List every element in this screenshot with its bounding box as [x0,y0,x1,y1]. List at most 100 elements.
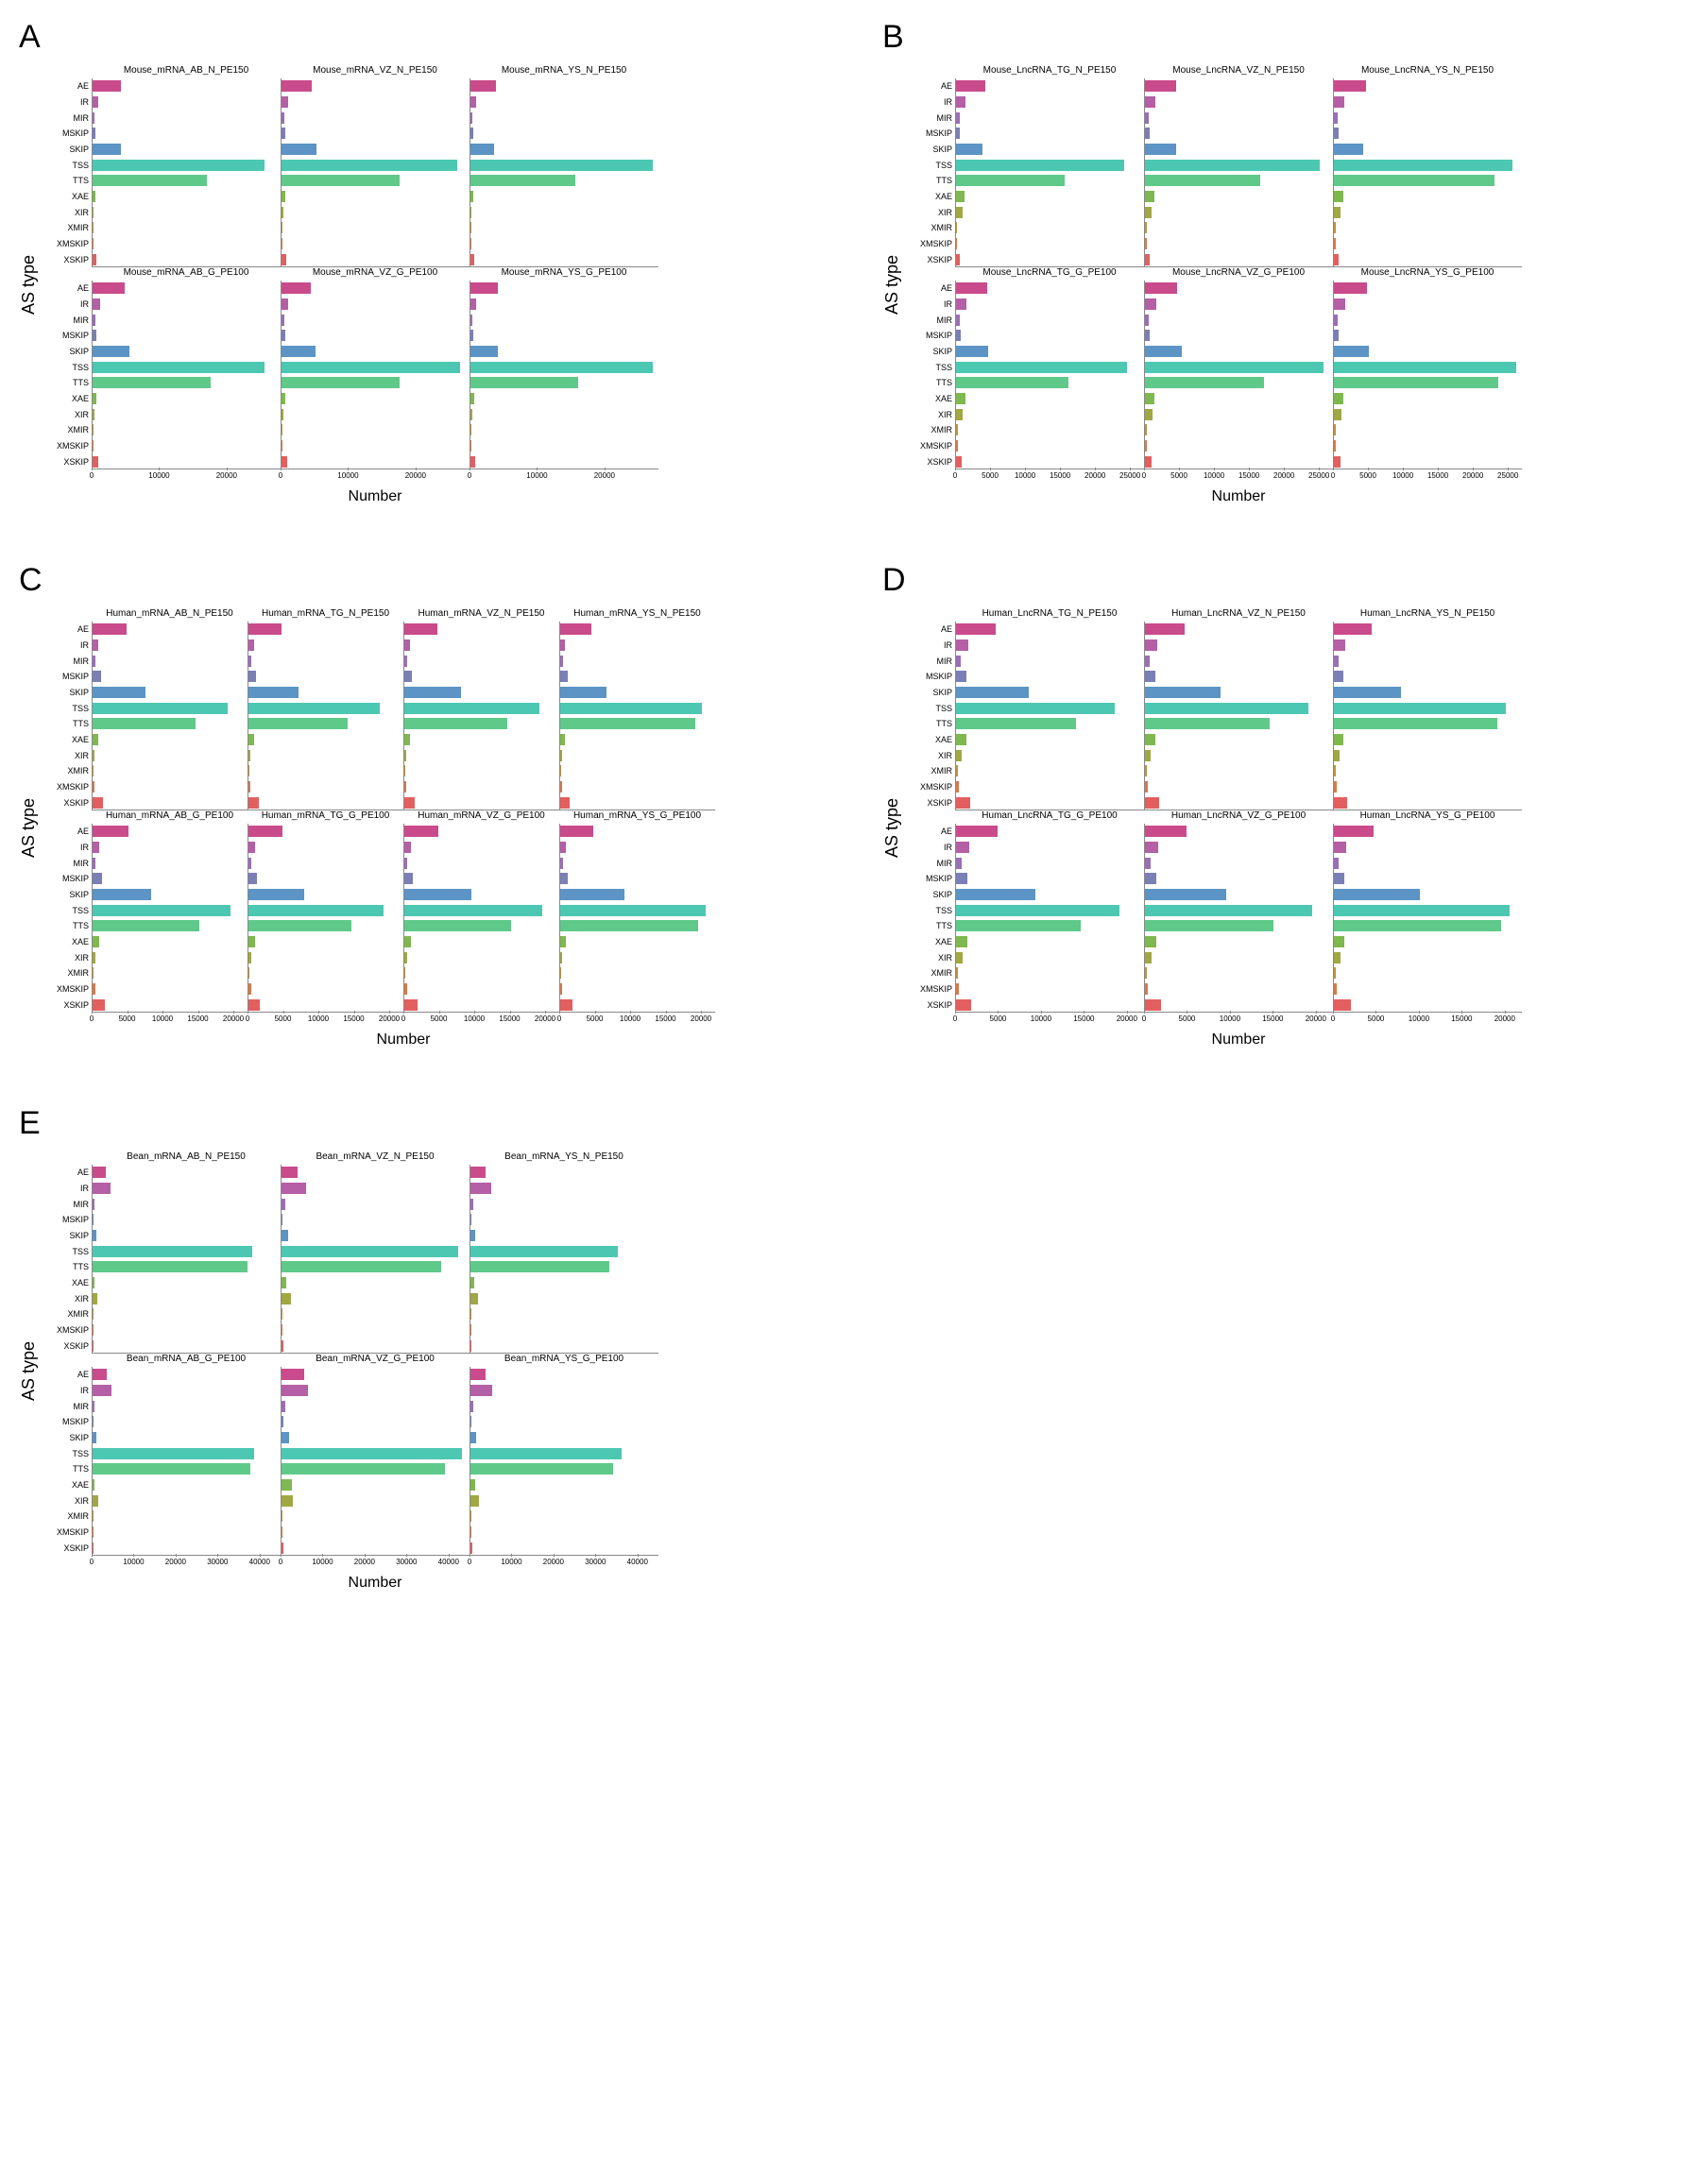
category-row: IR [282,1181,470,1197]
subplot-title: Mouse_mRNA_AB_N_PE150 [92,65,281,78]
plot-area: AEIRMIRMSKIPSKIPTSSTTSXAEXIRXMIRXMSKIPXS… [1333,622,1522,810]
subplot: Bean_mRNA_VZ_N_PE150AEIRMIRMSKIPSKIPTSST… [281,1151,470,1354]
category-row: XAE [470,1275,658,1291]
subplot-title: Bean_mRNA_AB_G_PE100 [92,1354,281,1367]
category-row: AE [93,824,248,840]
category-row: IR [1145,297,1333,313]
category-row: TSS [560,902,715,918]
bar [282,393,285,404]
category-row: MIR [1145,110,1333,126]
category-label: XMIR [68,223,94,232]
x-tick-label: 5000 [275,1014,292,1023]
category-label: XMSKIP [57,239,93,248]
category-row: IR [1145,840,1333,856]
category-row: TTS [282,1461,470,1477]
bar [956,330,961,341]
category-row: XIR [93,406,281,422]
plot-area: AEIRMIRMSKIPSKIPTSSTTSXAEXIRXMIRXMSKIPXS… [470,1165,658,1354]
category-row: XIR [956,747,1144,763]
x-tick-label: 20000 [535,1014,555,1023]
category-label: TSS [72,1247,93,1256]
category-row: XMIR [404,965,559,981]
bar [1145,750,1151,761]
category-row: IR [1334,638,1522,654]
subplot-title: Human_mRNA_VZ_N_PE150 [403,608,559,622]
category-row: IR [93,94,281,111]
bar [470,128,473,139]
category-row: XMSKIP [248,779,403,795]
bar [470,1199,473,1210]
category-row: XMIR [956,220,1144,236]
category-row: XIR [1145,747,1333,763]
category-label: MIR [937,859,957,868]
category-label: XSKIP [63,457,93,467]
bar [1334,96,1344,108]
category-row: SKIP [93,142,281,158]
x-tick-label: 25000 [1119,471,1140,480]
category-row: XMIR [282,220,470,236]
category-row: MIR [1334,110,1522,126]
category-row: TTS [248,918,403,934]
bar [93,826,128,837]
category-row: XIR [1334,406,1522,422]
panel-E: E AS type Bean_mRNA_AB_N_PE150AEIRMIRMSK… [19,1105,826,1592]
category-row: MIR [93,312,281,328]
bar [93,656,95,667]
bar [956,983,959,995]
bar [470,377,578,388]
bar [248,687,299,698]
subplot-title: Bean_mRNA_YS_N_PE150 [470,1151,658,1165]
bar [470,1246,618,1257]
category-row: XIR [1334,204,1522,220]
category-row: XSKIP [470,453,658,469]
x-axis-label: Number [955,1031,1522,1048]
x-tick-label: 5000 [990,1014,1007,1023]
category-row: TTS [404,918,559,934]
category-row: TTS [93,375,281,391]
bar [956,920,1081,931]
bar [470,409,472,420]
x-tick-label: 10000 [152,1014,173,1023]
category-row: SKIP [470,1228,658,1244]
category-row: MIR [404,653,559,669]
category-label: TTS [936,719,956,728]
category-label: AE [941,827,956,836]
bar [93,1246,252,1257]
category-row: TSS [248,700,403,716]
bar [1145,424,1147,435]
bar [282,330,285,341]
category-row: XMIR [93,422,281,438]
subplot: Mouse_LncRNA_VZ_N_PE150AEIRMIRMSKIPSKIPT… [1144,65,1333,267]
category-label: XSKIP [927,457,956,467]
bar [1145,639,1157,651]
bar [1145,282,1177,294]
bar [1334,718,1497,729]
bar [1334,999,1351,1011]
subplot-title: Mouse_mRNA_YS_G_PE100 [470,267,658,281]
category-label: AE [941,283,956,293]
x-tick-label: 20000 [1494,1014,1515,1023]
category-row: TSS [93,902,248,918]
category-label: TSS [935,161,956,170]
category-row: TSS [470,157,658,173]
category-label: SKIP [69,1231,93,1240]
bar [560,920,698,931]
category-label: MSKIP [926,331,956,340]
x-tick-label: 20000 [543,1558,564,1566]
category-row: TSS [93,359,281,375]
category-row: AE [404,824,559,840]
bar [1145,718,1270,729]
bar [93,920,199,931]
x-tick-label: 10000 [148,471,169,480]
bar [404,734,410,745]
category-row: XMIR [282,1306,470,1322]
category-row: XSKIP [404,794,559,810]
plot-area: AEIRMIRMSKIPSKIPTSSTTSXAEXIRXMIRXMSKIPXS… [1144,78,1333,267]
x-tick-label: 10000 [337,471,358,480]
category-row: XSKIP [956,453,1144,469]
x-tick-label: 10000 [308,1014,329,1023]
category-row: MSKIP [93,126,281,142]
bar [470,1479,475,1491]
category-label: IR [80,97,93,107]
bar [93,1448,254,1459]
